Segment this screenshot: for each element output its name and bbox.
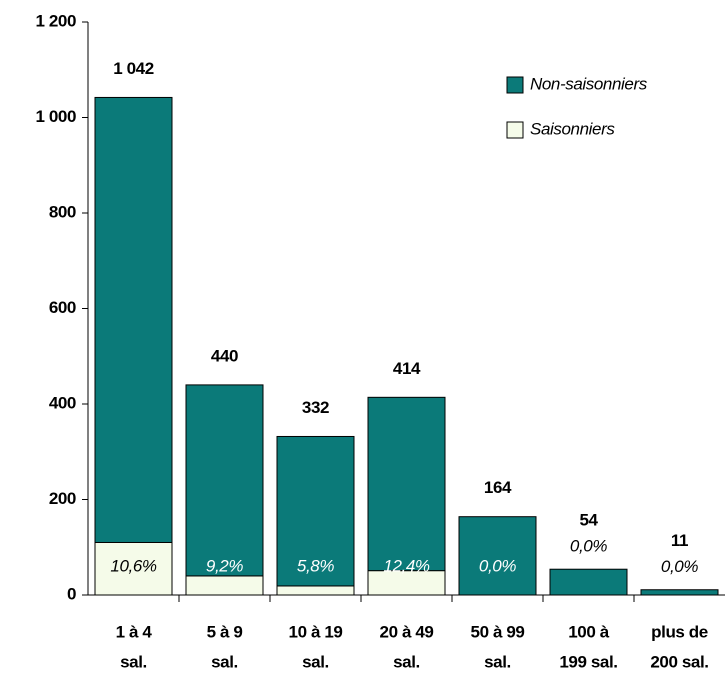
x-tick-label: 50 à 99 — [471, 622, 525, 641]
total-label: 11 — [671, 531, 688, 550]
bar-segment — [276, 585, 355, 596]
total-label: 164 — [484, 478, 512, 497]
share-label: 0,0% — [661, 557, 698, 576]
x-tick-label: 5 à 9 — [207, 622, 243, 641]
x-tick-label: sal. — [211, 652, 238, 671]
y-tick-label: 400 — [49, 393, 76, 412]
total-label: 332 — [302, 398, 329, 417]
x-tick-label: sal. — [302, 652, 329, 671]
y-tick-label: 1 000 — [35, 107, 76, 126]
total-label: 414 — [393, 359, 421, 378]
x-tick-label: 200 sal. — [650, 652, 708, 671]
total-label: 440 — [211, 346, 238, 365]
x-tick-label: sal. — [393, 652, 420, 671]
y-tick-label: 200 — [49, 489, 76, 508]
legend-label: Saisonniers — [530, 119, 615, 138]
x-tick-label: plus de — [651, 622, 708, 641]
bar-segment — [458, 516, 537, 596]
share-label: 9,2% — [206, 556, 243, 575]
share-label: 0,0% — [479, 556, 516, 575]
legend-swatch — [506, 76, 524, 94]
bar-segment — [185, 575, 264, 596]
share-label: 5,8% — [297, 556, 334, 575]
y-tick-label: 1 200 — [35, 11, 76, 30]
legend-swatch — [506, 121, 524, 139]
bar-segment — [367, 396, 446, 572]
bar-segment — [367, 570, 446, 596]
legend-label: Non-saisonniers — [530, 74, 648, 93]
total-label: 54 — [579, 511, 598, 530]
x-tick-label: 1 à 4 — [116, 622, 153, 641]
bar-segment — [276, 435, 355, 587]
y-tick-label: 600 — [49, 298, 76, 317]
share-label: 10,6% — [110, 556, 156, 575]
y-tick-label: 800 — [49, 202, 76, 221]
x-tick-label: sal. — [120, 652, 147, 671]
bar-segment — [94, 541, 173, 596]
bar-segment — [549, 568, 628, 596]
x-tick-label: 199 sal. — [559, 652, 617, 671]
x-tick-label: 20 à 49 — [380, 622, 434, 641]
share-label: 0,0% — [570, 537, 607, 556]
x-tick-label: 100 à — [568, 622, 609, 641]
y-tick-label: 0 — [67, 584, 76, 603]
bar-segment — [185, 384, 264, 577]
total-label: 1 042 — [113, 59, 154, 78]
bar-segment — [640, 589, 719, 596]
x-tick-label: sal. — [484, 652, 511, 671]
share-label: 12,4% — [383, 556, 429, 575]
x-tick-label: 10 à 19 — [289, 622, 343, 641]
bar-segment — [94, 96, 173, 543]
